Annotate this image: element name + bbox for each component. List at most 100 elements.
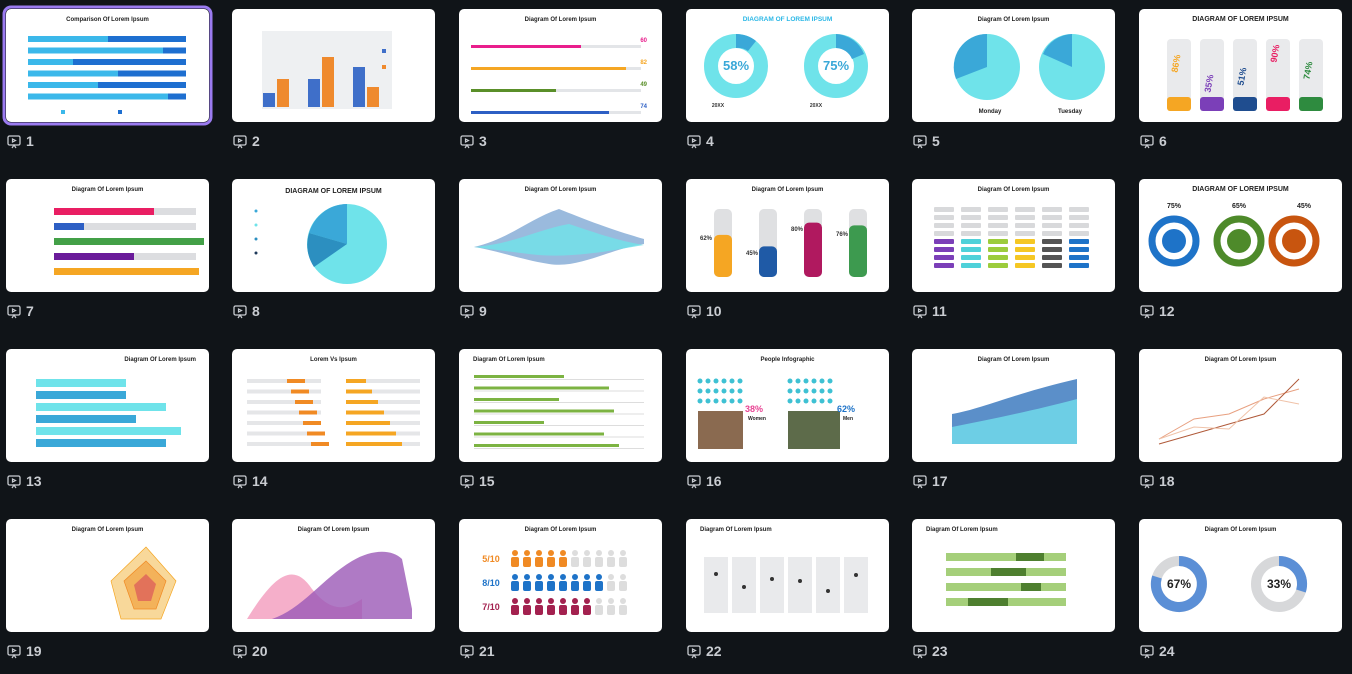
shape — [254, 251, 258, 255]
slide-background — [1139, 349, 1342, 462]
slide-label: 20XX — [810, 103, 823, 109]
shape — [705, 388, 711, 394]
shape — [524, 574, 530, 580]
shape — [721, 398, 727, 404]
shape — [607, 581, 615, 591]
shape — [968, 598, 1008, 606]
slide-icon — [1144, 138, 1150, 149]
shape — [263, 93, 275, 107]
shape — [759, 246, 777, 277]
slide-thumbnail[interactable]: Diagram Of Lorem Ipsum — [912, 179, 1115, 292]
shape — [295, 400, 313, 404]
slide-number: 16 — [706, 473, 722, 489]
shape — [816, 557, 840, 613]
slide-thumbnail[interactable]: DIAGRAM OF LOREM IPSUM 86% 35% 51% 90% 74% — [1139, 9, 1342, 122]
slide-footer: 10 — [687, 303, 722, 319]
shape — [353, 67, 365, 107]
slide-thumbnail[interactable]: DIAGRAM OF LOREM IPSUM — [232, 179, 435, 292]
shape — [811, 398, 817, 404]
shape — [346, 410, 384, 415]
slide-thumbnail[interactable]: Diagram Of Lorem Ipsum — [459, 179, 662, 292]
slide-title: Diagram Of Lorem Ipsum — [978, 357, 1050, 363]
slide-thumbnail[interactable]: Lorem Vs Ipsum — [232, 349, 435, 462]
slide-thumbnail[interactable]: Diagram Of Lorem Ipsum 60 82 49 74 — [459, 9, 662, 122]
shape — [524, 550, 530, 556]
slide-footer: 23 — [913, 643, 948, 659]
shape — [704, 557, 728, 613]
slide-thumbnail[interactable]: Diagram Of Lorem Ipsum — [1139, 349, 1342, 462]
slide-number: 12 — [1159, 303, 1175, 319]
shape — [934, 239, 954, 244]
shape — [934, 231, 954, 236]
slide-number: 6 — [1159, 133, 1167, 149]
slide-thumbnail[interactable]: Diagram Of Lorem Ipsum 67% 33% — [1139, 519, 1342, 632]
shape — [729, 398, 735, 404]
slide-icon — [464, 648, 470, 659]
slide-thumbnail[interactable] — [232, 9, 435, 122]
slide-thumbnail[interactable]: Diagram Of Lorem Ipsum — [6, 179, 209, 292]
slide-thumbnail[interactable]: Diagram Of Lorem Ipsum — [912, 349, 1115, 462]
slide-thumbnail[interactable]: Diagram Of Lorem Ipsum — [459, 349, 662, 462]
shape — [1042, 215, 1062, 220]
shape — [596, 574, 602, 580]
shape — [795, 378, 801, 384]
shape — [787, 398, 793, 404]
shape — [247, 421, 321, 425]
shape — [608, 574, 614, 580]
shape — [61, 110, 65, 114]
slide-thumbnail[interactable]: People Infographic 38% Women 62% Men — [686, 349, 889, 462]
shape — [560, 574, 566, 580]
slide-number: 24 — [1159, 643, 1175, 659]
shape — [523, 581, 531, 591]
slide-thumbnail[interactable]: Comparison Of Lorem Ipsum — [2, 5, 213, 126]
shape — [311, 442, 329, 446]
slide-thumbnail[interactable]: Diagram Of Lorem Ipsum — [6, 519, 209, 632]
slide-thumbnail[interactable]: DIAGRAM OF LOREM IPSUM 75% 65% 45% — [1139, 179, 1342, 292]
shape — [536, 598, 542, 604]
shape — [608, 550, 614, 556]
shape — [1299, 39, 1323, 111]
slide-icon — [917, 308, 923, 319]
shape — [511, 605, 519, 615]
shape — [788, 557, 812, 613]
shape — [1162, 229, 1186, 253]
shape — [291, 389, 309, 394]
slide-thumbnail[interactable]: Diagram Of Lorem Ipsum Monday Tuesday — [912, 9, 1115, 122]
shape — [595, 557, 603, 567]
shape — [1158, 378, 1300, 445]
slide-thumbnail[interactable]: Diagram Of Lorem Ipsum — [686, 519, 889, 632]
slide-thumbnail[interactable]: DIAGRAM OF LOREM IPSUM 58% 75% 20XX 20XX — [686, 9, 889, 122]
slide-thumbnail[interactable]: Diagram Of Lorem Ipsum 62% 45% 80% 76% — [686, 179, 889, 292]
shape — [713, 398, 719, 404]
shape — [934, 255, 954, 260]
shape — [1016, 553, 1044, 561]
slide-title: Diagram Of Lorem Ipsum — [525, 17, 597, 23]
shape — [474, 444, 619, 447]
shape — [952, 399, 1077, 444]
slide-thumbnail[interactable]: Diagram Of Lorem Ipsum — [232, 519, 435, 632]
slide-thumbnail[interactable]: Diagram Of Lorem Ipsum — [6, 349, 209, 462]
shape — [308, 79, 320, 107]
slide-footer: 2 — [233, 133, 260, 149]
slide-footer: 18 — [1140, 473, 1175, 489]
slide-icon — [917, 478, 923, 489]
shape — [559, 581, 567, 591]
slide-title: Diagram Of Lorem Ipsum — [72, 527, 144, 533]
slide-thumbnail[interactable]: Diagram Of Lorem Ipsum 5/10 8/10 7/10 — [459, 519, 662, 632]
slide-footer: 9 — [460, 303, 487, 319]
shape — [474, 432, 604, 436]
shape — [1200, 97, 1224, 111]
slide-label: 51% — [1236, 67, 1249, 86]
shape — [713, 378, 719, 384]
shape — [1167, 97, 1191, 111]
shape — [535, 557, 543, 567]
slide-icon — [917, 648, 923, 659]
shape — [1043, 34, 1072, 67]
shape — [697, 388, 703, 394]
slide-label: 62% — [837, 404, 855, 414]
slide-thumbnail[interactable]: Diagram Of Lorem Ipsum — [912, 519, 1115, 632]
shape — [54, 223, 196, 230]
shape — [1268, 215, 1320, 267]
shape — [607, 557, 615, 567]
shape — [247, 442, 321, 446]
